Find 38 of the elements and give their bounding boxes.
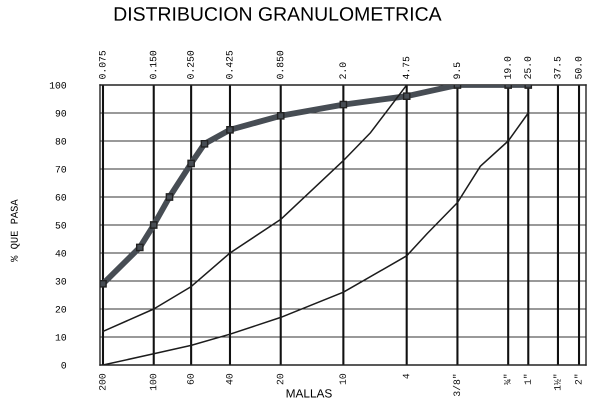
y-tick-label: 80 xyxy=(56,138,66,145)
x-tick-label: 2.0 xyxy=(339,62,346,79)
y-tick-label: 40 xyxy=(55,250,66,257)
annotation: 60 xyxy=(187,374,194,384)
annotation: 3/8" xyxy=(452,374,460,396)
x-tick-label: 9.5 xyxy=(453,62,460,79)
x-tick-label: 4.75 xyxy=(402,56,410,79)
x-tick-label: 19.0 xyxy=(504,56,511,79)
annotation: ¾" xyxy=(504,374,511,385)
y-tick-label: 60 xyxy=(56,194,66,201)
annotation: 20 xyxy=(276,374,284,384)
annotation: 10 xyxy=(339,374,346,384)
x-tick-label: 50.0 xyxy=(575,56,582,79)
y-tick-label: 90 xyxy=(56,110,66,117)
y-tick-label: 10 xyxy=(56,334,66,341)
x-tick-label: 0.425 xyxy=(226,50,233,79)
annotation: 4 xyxy=(402,374,410,379)
x-axis-title: MALLAS xyxy=(286,389,332,398)
y-tick-label: 70 xyxy=(56,166,66,173)
x-tick-label: 0.150 xyxy=(150,50,156,79)
annotation: 200 xyxy=(99,374,106,390)
y-tick-label: 50 xyxy=(56,222,66,229)
y-tick-label: 100 xyxy=(50,82,66,89)
annotation: 2" xyxy=(574,374,582,384)
x-tick-label: 37.5 xyxy=(554,56,561,79)
annotation: 1½" xyxy=(553,374,560,390)
y-tick-label: 20 xyxy=(56,306,66,313)
y-tick-label: 0 xyxy=(61,362,66,369)
y-axis-title: % QUE PASA xyxy=(10,199,20,262)
annotation: 100 xyxy=(150,374,156,390)
y-tick-label: 30 xyxy=(56,278,66,285)
x-tick-label: 0.075 xyxy=(99,50,106,79)
annotation: 40 xyxy=(226,374,233,385)
x-tick-label: 25.0 xyxy=(524,56,531,79)
annotation: 1" xyxy=(524,374,531,384)
x-tick-label: 0.850 xyxy=(276,50,284,79)
x-tick-label: 0.250 xyxy=(187,50,194,79)
chart-title: DISTRIBUCION GRANULOMETRICA xyxy=(114,7,442,21)
